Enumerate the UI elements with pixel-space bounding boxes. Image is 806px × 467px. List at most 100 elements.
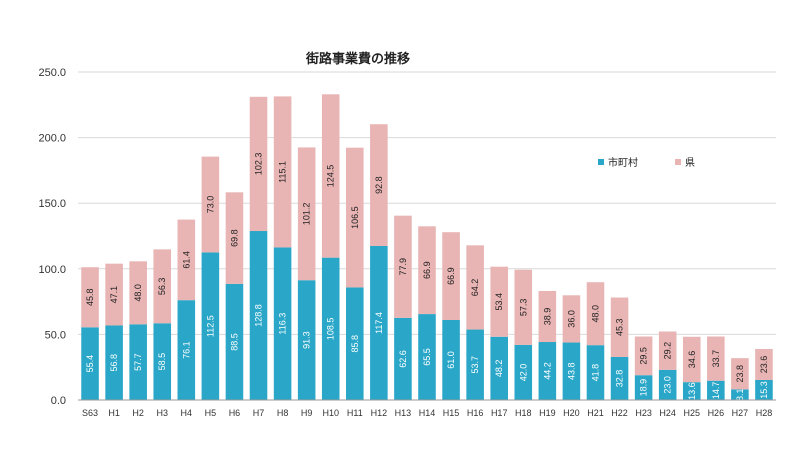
bar-prefecture-H27	[731, 358, 749, 390]
bar-prefecture-H9	[297, 147, 316, 281]
x-tick-label: H26	[708, 408, 725, 418]
bar-municipal-H21	[586, 345, 605, 400]
data-label: 116.3	[278, 313, 288, 335]
bar-municipal-H2	[129, 324, 147, 400]
data-label: 48.0	[590, 305, 600, 323]
bar-municipal-H5	[201, 252, 220, 400]
data-label: 128.8	[254, 304, 264, 327]
bar-prefecture-H12	[370, 124, 388, 246]
data-label: 115.1	[278, 161, 288, 183]
bar-municipal-H18	[514, 344, 533, 400]
legend-label: 県	[685, 157, 695, 169]
x-tick-label: H11	[347, 408, 363, 418]
data-label: 14.7	[711, 382, 721, 400]
bar-municipal-H6	[225, 283, 244, 400]
data-label: 45.3	[615, 318, 625, 336]
bar-prefecture-H21	[586, 282, 605, 346]
bar-prefecture-H17	[490, 266, 508, 337]
bar-municipal-H16	[466, 329, 484, 400]
bar-prefecture-H16	[466, 245, 484, 330]
legend-swatch	[598, 159, 604, 165]
bar-prefecture-H15	[442, 232, 460, 320]
bars: 55.4 45.8 56.8 47.1 57.7 48.0 58.5 56.3 76.1 61.4…	[81, 94, 773, 401]
bar-prefecture-H19	[538, 290, 557, 343]
data-label: 88.5	[229, 333, 239, 351]
x-tick-label: H1	[108, 408, 120, 418]
bar-municipal-H24	[658, 369, 677, 400]
bar-prefecture-H6	[225, 192, 244, 284]
data-label: 57.3	[518, 299, 528, 317]
y-tick-label: 100.0	[38, 264, 66, 276]
bar-municipal-S63	[81, 327, 99, 400]
bar-prefecture-H3	[153, 249, 172, 324]
bar-municipal-H17	[490, 336, 508, 400]
bar-prefecture-H26	[707, 336, 725, 381]
data-label: 65.5	[422, 348, 432, 366]
bar-prefecture-H23	[634, 336, 653, 376]
data-label: 36.0	[566, 310, 576, 328]
bar-prefecture-H25	[682, 336, 701, 383]
y-tick-label: 150.0	[38, 198, 66, 210]
data-label: 57.7	[133, 353, 143, 371]
x-tick-label: S63	[82, 408, 98, 418]
x-tick-label: H15	[443, 408, 460, 418]
data-label: 38.9	[542, 308, 552, 326]
data-label: 29.2	[663, 342, 673, 360]
data-label: 73.0	[205, 196, 215, 214]
data-label: 42.0	[518, 364, 528, 382]
bar-municipal-H27	[731, 389, 749, 400]
x-tick-label: H12	[371, 408, 388, 418]
x-tick-label: H16	[467, 408, 484, 418]
data-label: 34.6	[687, 351, 697, 369]
data-label: 53.4	[494, 293, 504, 311]
bar-municipal-H3	[153, 323, 172, 400]
bar-prefecture-H7	[249, 96, 268, 232]
bar-municipal-H15	[442, 319, 460, 400]
x-tick-label: H4	[181, 408, 193, 418]
data-label: 23.0	[663, 376, 673, 394]
data-label: 66.9	[422, 261, 432, 279]
x-tick-label: H18	[515, 408, 532, 418]
bar-municipal-H11	[346, 287, 364, 400]
x-tick-label: H2	[132, 408, 144, 418]
data-label: 8.1	[735, 388, 745, 401]
x-tick-label: H23	[635, 408, 652, 418]
data-label: 77.9	[398, 258, 408, 276]
y-tick-label: 250.0	[38, 67, 66, 79]
data-label: 44.2	[542, 362, 552, 380]
legend-swatch	[675, 159, 681, 165]
data-label: 13.6	[687, 382, 697, 400]
data-label: 117.4	[374, 312, 384, 334]
bar-municipal-H28	[755, 379, 773, 400]
x-tick-label: H19	[539, 408, 556, 418]
y-tick-label: 200.0	[38, 133, 66, 145]
bar-prefecture-S63	[81, 267, 99, 328]
data-label: 48.2	[494, 360, 504, 378]
y-axis: 0.0 50.0 100.0 150.0 200.0 250.0	[38, 67, 66, 407]
x-tick-label: H22	[611, 408, 628, 418]
x-tick-label: H3	[156, 408, 168, 418]
chart-title: 街路事業費の推移	[305, 51, 410, 67]
data-label: 61.4	[181, 251, 191, 269]
data-label: 15.3	[759, 381, 769, 399]
data-label: 32.8	[615, 370, 625, 388]
data-label: 76.1	[181, 341, 191, 359]
data-label: 56.8	[109, 354, 119, 372]
bar-municipal-H1	[105, 325, 123, 400]
legend: 市町村 県	[598, 156, 695, 169]
bar-prefecture-H14	[418, 226, 436, 315]
x-tick-label: H27	[732, 408, 749, 418]
data-label: 62.6	[398, 350, 408, 368]
bar-prefecture-H2	[129, 261, 147, 325]
data-label: 48.0	[133, 284, 143, 302]
bar-prefecture-H22	[610, 297, 629, 357]
x-tick-label: H7	[253, 408, 265, 418]
x-tick-label: H8	[277, 408, 289, 418]
x-tick-label: H17	[491, 408, 508, 418]
data-label: 108.5	[326, 318, 336, 341]
bar-prefecture-H1	[105, 263, 123, 326]
bar-municipal-H25	[682, 382, 701, 400]
bar-municipal-H13	[394, 317, 412, 400]
